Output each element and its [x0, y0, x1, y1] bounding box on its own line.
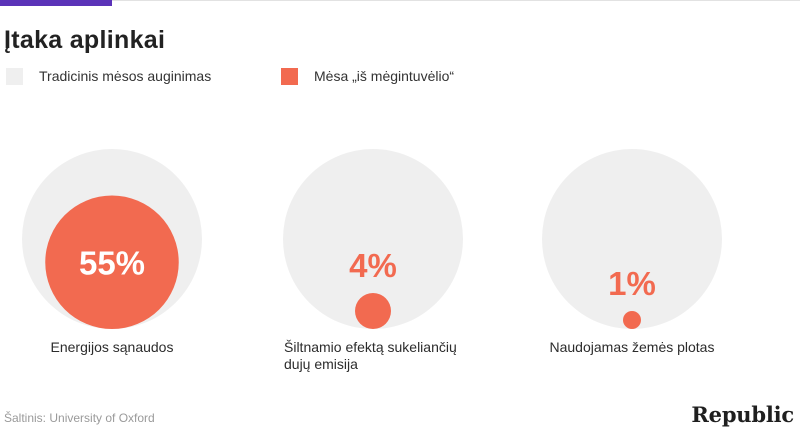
circle-lab-2: [623, 311, 641, 329]
legend-item-lab: Mėsa „iš mėgintuvėlio“: [281, 66, 454, 86]
category-label-1-line-0: Šiltnamio efektą sukeliančių: [284, 339, 457, 355]
value-label-0: 55%: [79, 244, 145, 281]
chart-title: Įtaka aplinkai: [4, 26, 166, 54]
value-label-2: 1%: [608, 265, 656, 302]
source-note: Šaltinis: University of Oxford: [4, 411, 155, 425]
circle-traditional-1: [283, 149, 463, 329]
legend-item-traditional: Tradicinis mėsos auginimas: [6, 66, 211, 86]
category-label-0-line-0: Energijos sąnaudos: [51, 339, 174, 355]
top-accent-bar: [0, 0, 112, 6]
republic-logo: Republic: [691, 402, 794, 427]
category-label-1-line-1: dujų emisija: [284, 356, 358, 372]
top-rule: [0, 0, 800, 1]
circle-lab-0: [45, 195, 179, 329]
category-label-2-line-0: Naudojamas žemės plotas: [550, 339, 715, 355]
legend-label-lab: Mėsa „iš mėgintuvėlio“: [314, 68, 455, 84]
legend-swatch-traditional: [6, 67, 23, 85]
legend-swatch-lab: [281, 67, 298, 85]
value-label-1: 4%: [349, 247, 397, 284]
circle-lab-1: [355, 293, 391, 329]
legend-label-traditional: Tradicinis mėsos auginimas: [39, 68, 212, 84]
legend: Tradicinis mėsos auginimas Mėsa „iš mėgi…: [4, 66, 704, 86]
circle-traditional-2: [542, 149, 722, 329]
